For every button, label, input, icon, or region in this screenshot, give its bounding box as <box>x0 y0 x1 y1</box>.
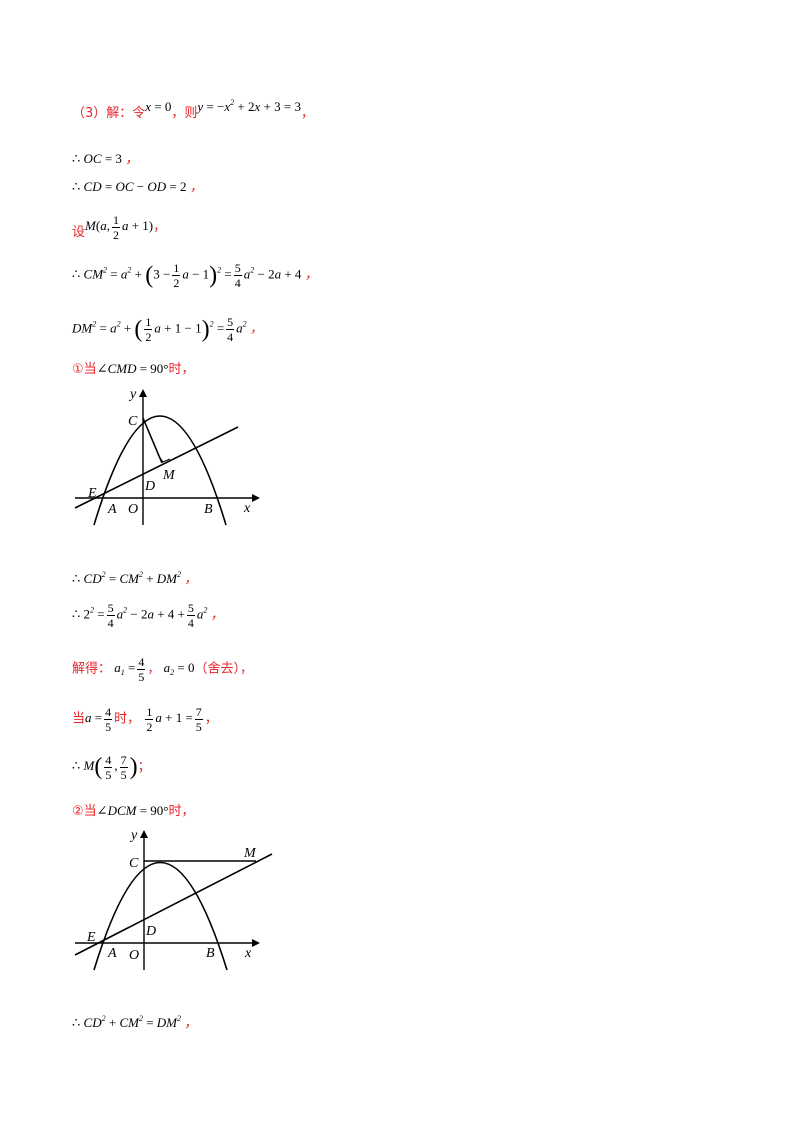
line-12: ∴ M(4 5, 7 5)； <box>72 754 151 781</box>
math-expr: ∴ M(4 5, 7 5) <box>72 753 138 782</box>
label-b: B <box>204 502 213 517</box>
figure-1: y C M D E A O B x <box>74 387 260 526</box>
text: ， <box>300 106 314 121</box>
math-expr: a1 = 4 5 <box>114 655 146 684</box>
text: 时， <box>168 804 195 819</box>
line-14: ∴ CD2 + CM2 = DM2 ， <box>72 1014 198 1031</box>
parabola <box>93 415 227 526</box>
text: ， <box>153 219 167 235</box>
line-1: （3）解：令x = 0，则y = −x2 + 2x + 3 = 3， <box>72 99 314 121</box>
text: ； <box>137 759 151 775</box>
label-c: C <box>129 856 139 871</box>
text: （3）解：令 <box>72 106 146 121</box>
label-m: M <box>162 468 176 483</box>
line-10: 解得： a1 = 4 5， a2 = 0（舍去）， <box>72 655 253 684</box>
math-expr: x = 0 <box>145 99 172 114</box>
text: ，则 <box>171 106 198 121</box>
y-axis-arrow <box>139 389 147 397</box>
line-8: ∴ CD2 = CM2 + DM2 ， <box>72 570 198 587</box>
y-axis-arrow <box>140 830 148 838</box>
text: 当 <box>72 711 86 727</box>
text: 解得： <box>72 661 112 677</box>
math-expr: a2 = 0 <box>163 660 195 678</box>
text: 时， <box>168 362 195 377</box>
x-axis-arrow <box>252 494 260 502</box>
label-d: D <box>145 924 156 939</box>
label-o: O <box>128 502 138 517</box>
line-2: ∴ OC = 3 ， <box>72 151 139 167</box>
text: ①当 <box>72 362 97 377</box>
right-angle-mark <box>157 454 171 463</box>
label-a: A <box>107 502 117 517</box>
parabola <box>93 861 228 971</box>
figure-2: y C M D E A O B x <box>74 828 273 971</box>
label-o: O <box>129 948 139 963</box>
label-y: y <box>128 387 137 402</box>
label-e: E <box>86 930 96 945</box>
label-c: C <box>128 414 138 429</box>
text: ②当 <box>72 804 97 819</box>
label-x: x <box>243 501 251 516</box>
label-d: D <box>144 479 155 494</box>
line-3: ∴ CD = OC − OD = 2 ， <box>72 179 203 195</box>
label-a: A <box>107 946 117 961</box>
text: （舍去）， <box>194 661 253 677</box>
label-b: B <box>206 946 215 961</box>
line-ed <box>74 853 273 956</box>
line-7: ①当∠CMD = 90°时， <box>72 362 195 376</box>
line-ed <box>74 426 239 509</box>
math-expr: a = 4 5 <box>85 705 113 734</box>
line-6: DM2 = a2 + (1 2 a + 1 − 1)2 = 5 4 a2 ， <box>72 315 263 344</box>
line-5: ∴ CM2 = a2 + (3 −1 2 a − 1)2 = 5 4 a2 − 2a + … <box>72 261 318 290</box>
text: 设 <box>72 225 86 241</box>
label-e: E <box>87 486 97 501</box>
line-4: 设M(a, 1 2 a + 1)， <box>72 214 166 241</box>
math-expr: ∠DCM = 90° <box>96 803 169 818</box>
math-expr: ∠CMD = 90° <box>96 361 169 376</box>
math-expr: M(a, 1 2 a + 1) <box>85 213 154 242</box>
label-m: M <box>243 846 257 861</box>
x-axis-arrow <box>252 939 260 947</box>
text: 时， <box>114 711 141 727</box>
label-x: x <box>244 946 252 961</box>
line-13: ②当∠DCM = 90°时， <box>72 804 195 818</box>
label-y: y <box>129 828 138 843</box>
math-expr: y = −x2 + 2x + 3 = 3 <box>197 98 301 114</box>
line-9: ∴ 22 = 5 4 a2 − 2a + 4 +5 4 a2 ， <box>72 601 224 630</box>
